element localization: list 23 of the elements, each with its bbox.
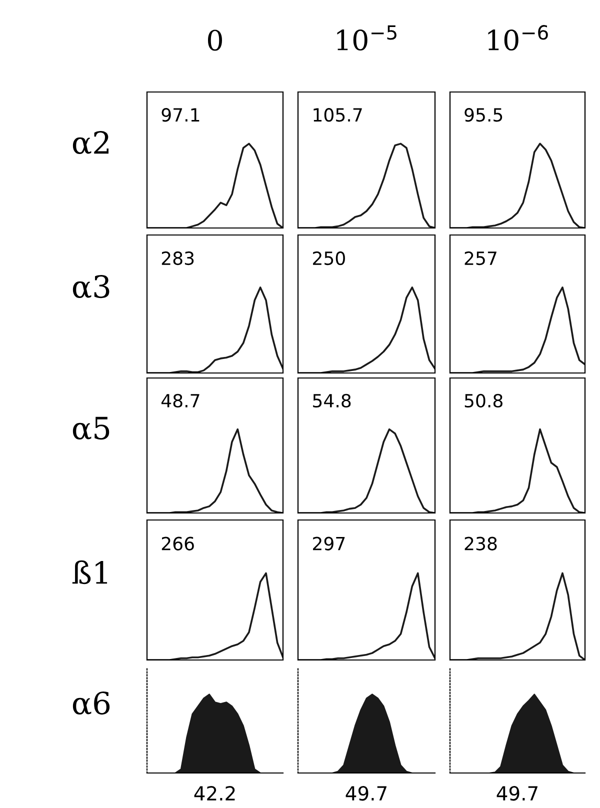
text: 49.7 <box>346 786 386 801</box>
text: 257 <box>464 251 496 266</box>
chart-title: 10$^{−6}$ <box>488 25 548 51</box>
text: 266 <box>162 536 194 550</box>
y-axis-title: α3 <box>72 274 110 298</box>
text: 297 <box>313 536 345 550</box>
text: 283 <box>162 251 194 266</box>
text: 54.8 <box>313 394 351 408</box>
text: 250 <box>313 251 345 266</box>
text: 42.2 <box>194 786 235 800</box>
text: 48.7 <box>161 394 200 408</box>
text: 238 <box>464 536 497 550</box>
text: 97.1 <box>162 108 200 122</box>
y-axis-title: α6 <box>72 691 110 715</box>
text: 105.7 <box>314 108 362 122</box>
text: 95.5 <box>464 108 502 122</box>
chart-title: 0 <box>208 30 222 51</box>
y-axis-title: α5 <box>72 416 110 440</box>
chart-title: 10$^{−5}$ <box>337 25 396 51</box>
text: 49.7 <box>496 786 538 801</box>
text: 50.8 <box>464 394 502 408</box>
y-axis-title: α2 <box>72 130 108 154</box>
y-axis-title: ß1 <box>72 560 108 584</box>
